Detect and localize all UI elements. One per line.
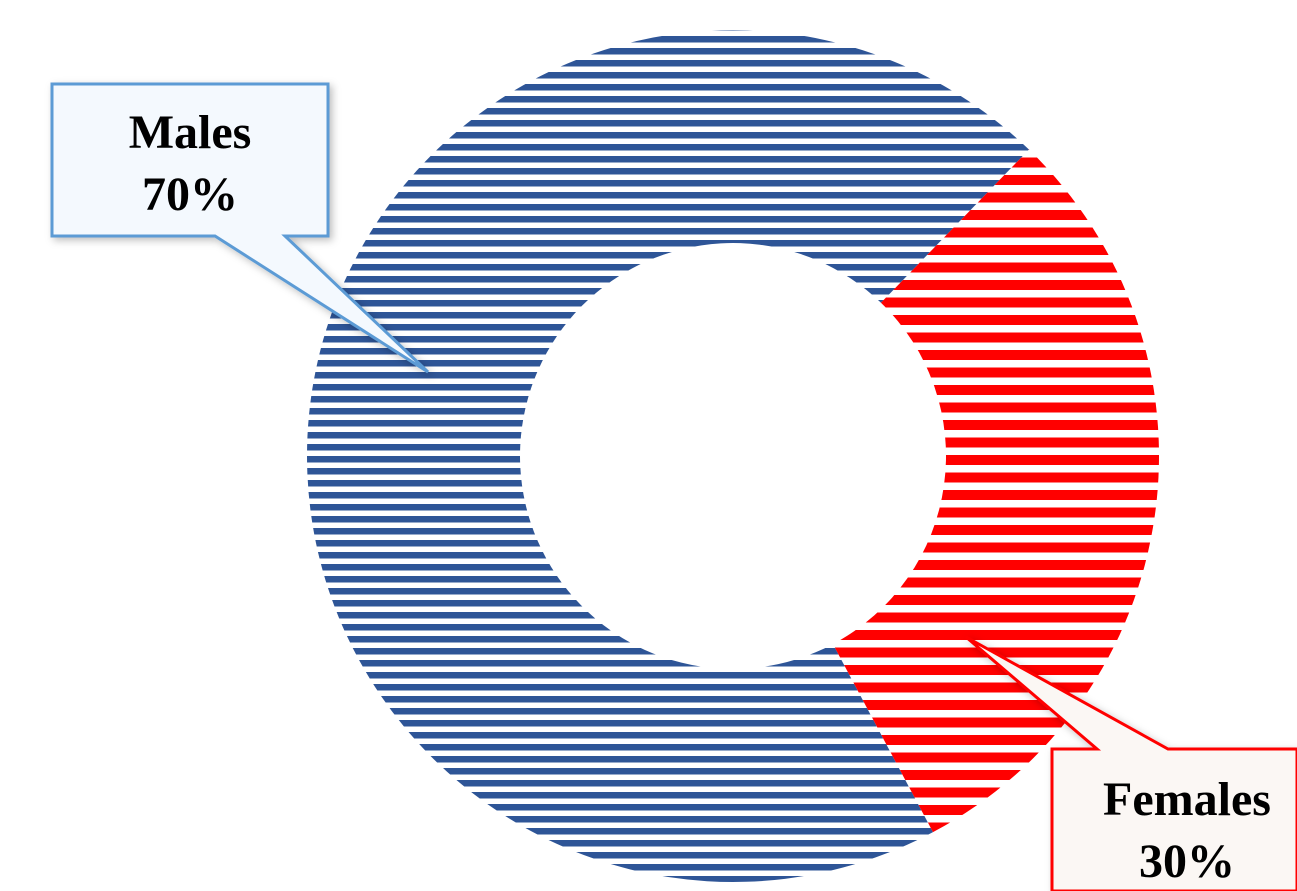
slice-females (832, 149, 1159, 833)
females-label: Females (1103, 773, 1271, 826)
females-callout-box (965, 635, 1297, 891)
females-value: 30% (1139, 835, 1235, 888)
males-callout-box (50, 82, 430, 374)
females-callout: Females 30% (965, 635, 1297, 891)
males-callout: Males 70% (50, 82, 430, 374)
donut-slices (306, 30, 1159, 883)
males-label: Males (129, 106, 252, 159)
males-value: 70% (142, 168, 238, 221)
slice-males (306, 30, 1029, 883)
